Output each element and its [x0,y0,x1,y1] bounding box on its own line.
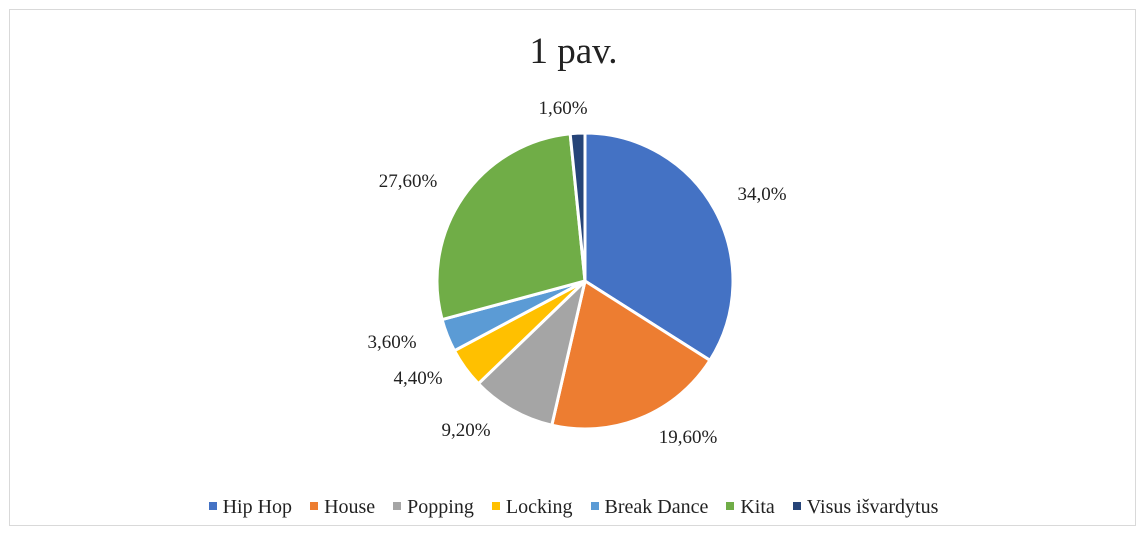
data-label-visus-i-vardytus: 1,60% [538,98,587,119]
legend-swatch [491,502,500,511]
pie-slice-visus-i-vardytus [568,131,587,283]
legend-item: Kita [726,493,775,521]
data-label-popping: 9,20% [441,420,490,441]
legend-label: Visus išvardytus [806,496,939,518]
data-label-house: 19,60% [659,427,718,448]
pie-slice-house [550,279,712,431]
legend-item: Break Dance [590,493,709,521]
legend-swatch [726,502,735,511]
legend-label: Locking [505,496,573,518]
pie-slice-popping [476,279,587,427]
pie-slice-kita [435,132,587,322]
legend-item: Locking [491,493,573,521]
legend-swatch [310,502,319,511]
data-label-kita: 27,60% [379,171,438,192]
legend-label: House [324,496,376,518]
legend-swatch [393,502,402,511]
legend-item: House [310,493,375,521]
legend-item: Hip Hop [208,493,293,521]
chart-title: 1 pav. [529,31,618,72]
data-label-hip-hop: 34,0% [737,184,786,205]
legend-label: Hip Hop [222,496,293,518]
legend-label: Kita [740,496,775,518]
legend-label: Popping [407,496,474,518]
legend-swatch [792,502,801,511]
chart-legend: Hip Hop House Popping Locking Break Dance Kit… [0,493,1147,521]
legend-item: Visus išvardytus [792,493,939,521]
legend-item: Popping [393,493,474,521]
data-label-locking: 4,40% [393,368,442,389]
data-label-break-dance: 3,60% [367,332,416,353]
legend-swatch [208,502,217,511]
legend-swatch [590,502,599,511]
legend-label: Break Dance [604,496,709,518]
